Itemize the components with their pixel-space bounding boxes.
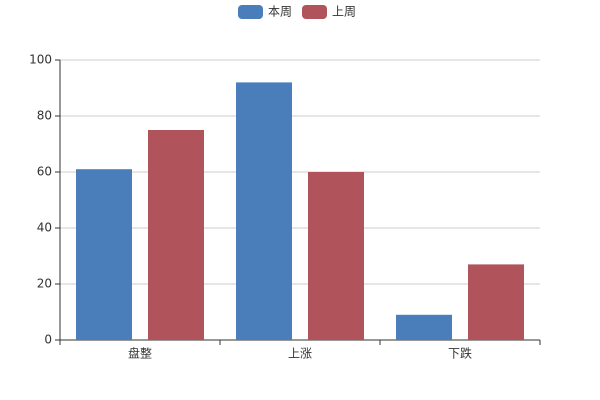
legend-label: 上周 <box>332 5 356 19</box>
legend-swatch <box>302 5 327 19</box>
y-tick-label: 0 <box>44 333 52 347</box>
y-tick-label: 40 <box>37 221 52 235</box>
bar <box>236 82 292 341</box>
y-tick-label: 20 <box>37 277 52 291</box>
legend-label: 本周 <box>268 5 292 19</box>
x-tick-label: 上涨 <box>288 346 312 361</box>
y-tick-label: 60 <box>37 165 52 179</box>
y-tick-label: 80 <box>37 109 52 123</box>
bar <box>396 314 452 340</box>
bar <box>308 172 364 340</box>
bar <box>468 264 524 340</box>
legend-swatch <box>238 5 263 19</box>
y-tick-label: 100 <box>29 53 52 67</box>
bar <box>148 130 204 340</box>
x-tick-label: 盘整 <box>128 346 152 361</box>
bar <box>76 169 132 340</box>
x-tick-label: 下跌 <box>448 346 472 361</box>
